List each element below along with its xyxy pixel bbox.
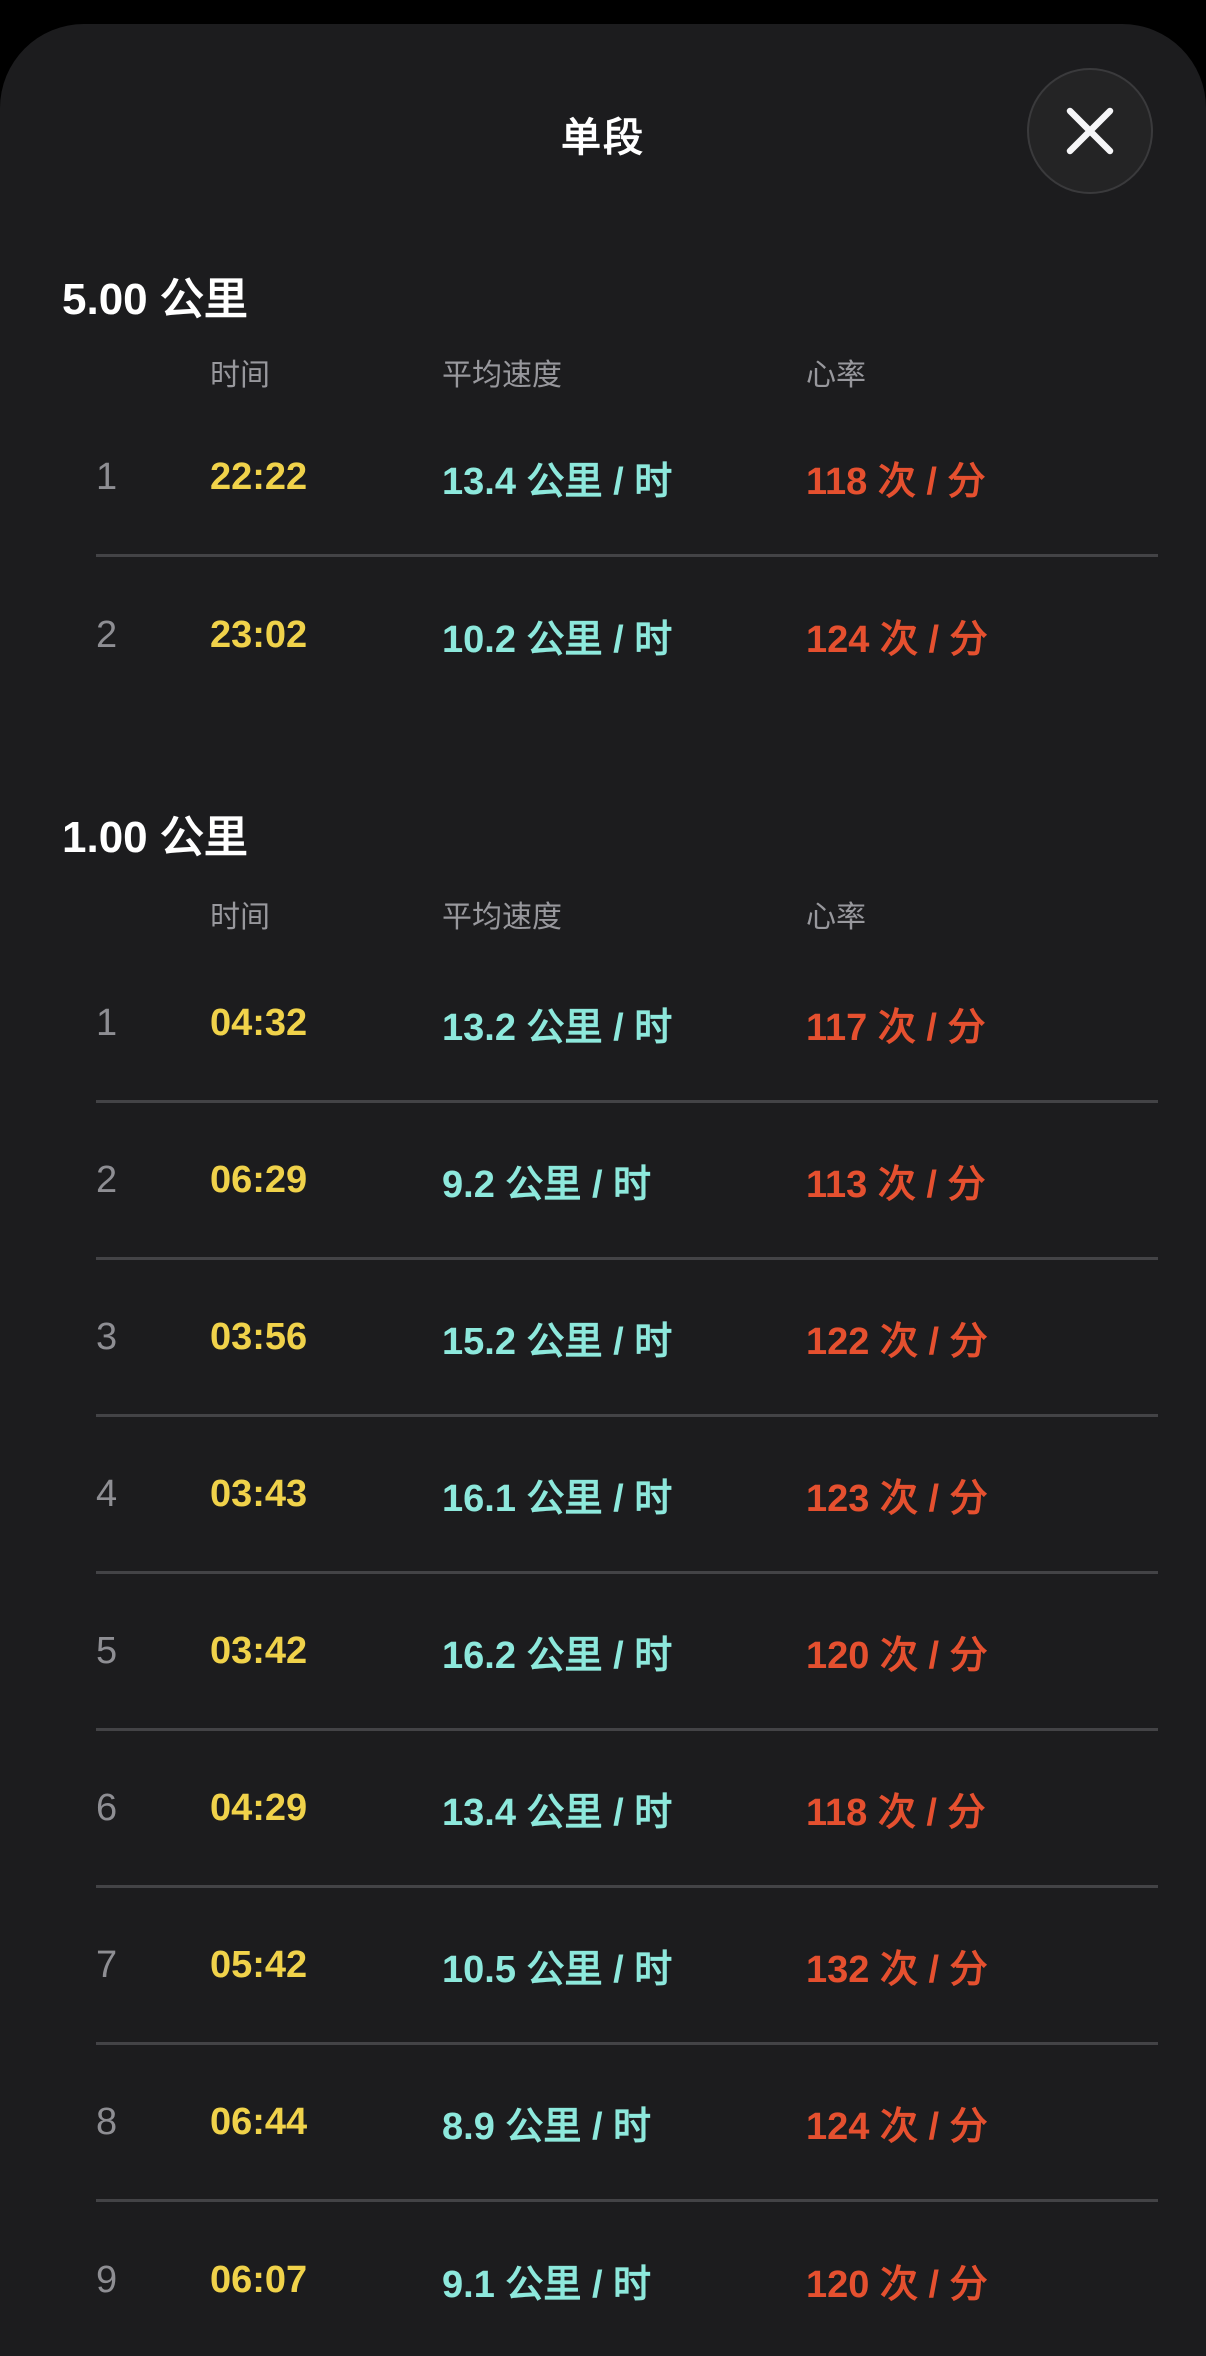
lap-avg-speed: 16.2 公里 / 时 <box>442 1634 673 1677</box>
lap-row: 2 06:29 9.2 公里 / 时 113 次 / 分 <box>96 1103 1158 1260</box>
lap-time: 03:42 <box>210 1629 308 1672</box>
lap-avg-speed: 13.4 公里 / 时 <box>442 460 673 503</box>
lap-heart-rate: 120 次 / 分 <box>806 1634 988 1677</box>
section-title: 1.00 公里 <box>62 813 248 862</box>
lap-row: 4 03:43 16.1 公里 / 时 123 次 / 分 <box>96 1417 1158 1574</box>
lap-avg-speed: 9.2 公里 / 时 <box>442 1163 652 1206</box>
lap-rows: 1 22:22 13.4 公里 / 时 118 次 / 分 2 23:02 10… <box>0 400 1206 714</box>
lap-time: 06:07 <box>210 2259 308 2301</box>
lap-time: 03:43 <box>210 1472 308 1515</box>
lap-row: 1 22:22 13.4 公里 / 时 118 次 / 分 <box>96 400 1158 557</box>
lap-time: 04:32 <box>210 1001 308 1044</box>
lap-rows: 1 04:32 13.2 公里 / 时 117 次 / 分 2 06:29 9.… <box>0 946 1206 2356</box>
laps-modal-sheet: 单段 5.00 公里 时间 平均速度 心率 1 22:22 13.4 公里 / … <box>0 24 1206 2356</box>
lap-time: 22:22 <box>210 455 308 498</box>
column-header-time: 时间 <box>210 359 270 392</box>
lap-heart-rate: 132 次 / 分 <box>806 1948 988 1991</box>
close-button[interactable] <box>1027 68 1153 194</box>
lap-avg-speed: 9.1 公里 / 时 <box>442 2264 652 2306</box>
lap-time: 05:42 <box>210 1943 308 1986</box>
lap-heart-rate: 118 次 / 分 <box>806 460 986 503</box>
column-header-heart-rate: 心率 <box>806 901 866 934</box>
lap-row: 9 06:07 9.1 公里 / 时 120 次 / 分 <box>96 2202 1158 2356</box>
lap-row: 3 03:56 15.2 公里 / 时 122 次 / 分 <box>96 1260 1158 1417</box>
lap-time: 23:02 <box>210 614 308 656</box>
lap-heart-rate: 118 次 / 分 <box>806 1791 986 1834</box>
lap-heart-rate: 113 次 / 分 <box>806 1163 986 1206</box>
lap-index: 2 <box>96 1158 118 1201</box>
close-icon <box>1066 107 1114 155</box>
lap-time: 04:29 <box>210 1786 308 1829</box>
lap-row: 6 04:29 13.4 公里 / 时 118 次 / 分 <box>96 1731 1158 1888</box>
column-header-speed: 平均速度 <box>442 359 562 392</box>
lap-heart-rate: 124 次 / 分 <box>806 2105 988 2148</box>
lap-heart-rate: 123 次 / 分 <box>806 1477 988 1520</box>
column-header-heart-rate: 心率 <box>806 359 866 392</box>
modal-title: 单段 <box>561 116 645 160</box>
lap-index: 7 <box>96 1943 118 1986</box>
lap-heart-rate: 120 次 / 分 <box>806 2264 988 2306</box>
lap-index: 8 <box>96 2100 118 2143</box>
lap-avg-speed: 10.5 公里 / 时 <box>442 1948 673 1991</box>
lap-index: 3 <box>96 1315 118 1358</box>
lap-time: 03:56 <box>210 1315 308 1358</box>
lap-avg-speed: 13.2 公里 / 时 <box>442 1006 673 1049</box>
lap-heart-rate: 124 次 / 分 <box>806 619 988 661</box>
lap-avg-speed: 15.2 公里 / 时 <box>442 1320 673 1363</box>
lap-index: 4 <box>96 1472 118 1515</box>
lap-row: 5 03:42 16.2 公里 / 时 120 次 / 分 <box>96 1574 1158 1731</box>
column-headers: 时间 平均速度 心率 <box>96 350 1158 392</box>
column-header-speed: 平均速度 <box>442 901 562 934</box>
lap-avg-speed: 8.9 公里 / 时 <box>442 2105 652 2148</box>
laps-scroll-area[interactable]: 5.00 公里 时间 平均速度 心率 1 22:22 13.4 公里 / 时 1… <box>0 276 1206 2356</box>
column-header-time: 时间 <box>210 901 270 934</box>
lap-time: 06:44 <box>210 2100 308 2143</box>
lap-time: 06:29 <box>210 1158 308 1201</box>
lap-index: 6 <box>96 1786 118 1829</box>
lap-row: 7 05:42 10.5 公里 / 时 132 次 / 分 <box>96 1888 1158 2045</box>
section-title: 5.00 公里 <box>62 275 248 324</box>
column-headers: 时间 平均速度 心率 <box>96 892 1158 934</box>
lap-row: 1 04:32 13.2 公里 / 时 117 次 / 分 <box>96 946 1158 1103</box>
lap-index: 1 <box>96 1001 118 1044</box>
lap-avg-speed: 13.4 公里 / 时 <box>442 1791 673 1834</box>
lap-index: 1 <box>96 455 118 498</box>
lap-section: 1.00 公里 时间 平均速度 心率 1 04:32 13.2 公里 / 时 1… <box>0 814 1206 2356</box>
lap-index: 2 <box>96 614 118 656</box>
lap-heart-rate: 117 次 / 分 <box>806 1006 986 1049</box>
lap-row: 2 23:02 10.2 公里 / 时 124 次 / 分 <box>96 557 1158 714</box>
lap-index: 5 <box>96 1629 118 1672</box>
lap-avg-speed: 10.2 公里 / 时 <box>442 619 673 661</box>
lap-section: 5.00 公里 时间 平均速度 心率 1 22:22 13.4 公里 / 时 1… <box>0 276 1206 714</box>
lap-index: 9 <box>96 2259 118 2301</box>
lap-row: 8 06:44 8.9 公里 / 时 124 次 / 分 <box>96 2045 1158 2202</box>
lap-avg-speed: 16.1 公里 / 时 <box>442 1477 673 1520</box>
lap-heart-rate: 122 次 / 分 <box>806 1320 988 1363</box>
